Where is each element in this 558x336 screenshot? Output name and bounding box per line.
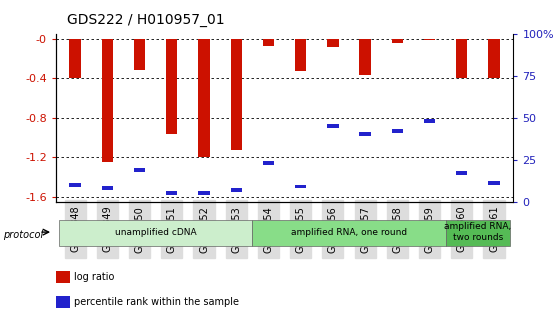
Bar xyxy=(263,161,274,165)
Bar xyxy=(392,129,403,133)
Bar xyxy=(102,39,113,162)
Bar xyxy=(166,191,177,195)
Bar xyxy=(134,39,145,70)
Bar xyxy=(230,188,242,192)
Text: amplified RNA,
two rounds: amplified RNA, two rounds xyxy=(444,222,512,242)
Text: GDS222 / H010957_01: GDS222 / H010957_01 xyxy=(67,13,224,28)
Bar xyxy=(424,39,435,40)
Bar xyxy=(328,124,339,128)
Bar xyxy=(70,39,81,78)
Bar xyxy=(230,39,242,150)
Bar xyxy=(456,171,468,175)
Bar xyxy=(424,119,435,123)
Bar xyxy=(328,39,339,47)
Text: amplified RNA, one round: amplified RNA, one round xyxy=(291,227,407,237)
Bar xyxy=(263,39,274,46)
Bar xyxy=(134,168,145,172)
Bar xyxy=(295,39,306,71)
Text: log ratio: log ratio xyxy=(74,272,114,282)
Bar xyxy=(488,181,499,185)
Bar xyxy=(70,183,81,187)
FancyBboxPatch shape xyxy=(59,220,252,246)
Bar xyxy=(392,39,403,43)
Text: percentile rank within the sample: percentile rank within the sample xyxy=(74,297,239,307)
Bar xyxy=(488,39,499,78)
Bar xyxy=(295,184,306,188)
Bar xyxy=(359,132,371,136)
Text: unamplified cDNA: unamplified cDNA xyxy=(115,227,196,237)
Bar xyxy=(456,39,468,78)
FancyBboxPatch shape xyxy=(252,220,446,246)
FancyBboxPatch shape xyxy=(446,220,510,246)
Bar xyxy=(199,39,210,157)
Bar xyxy=(102,186,113,190)
Bar xyxy=(359,39,371,75)
Bar xyxy=(199,191,210,195)
Bar xyxy=(166,39,177,134)
Text: protocol: protocol xyxy=(3,229,43,240)
